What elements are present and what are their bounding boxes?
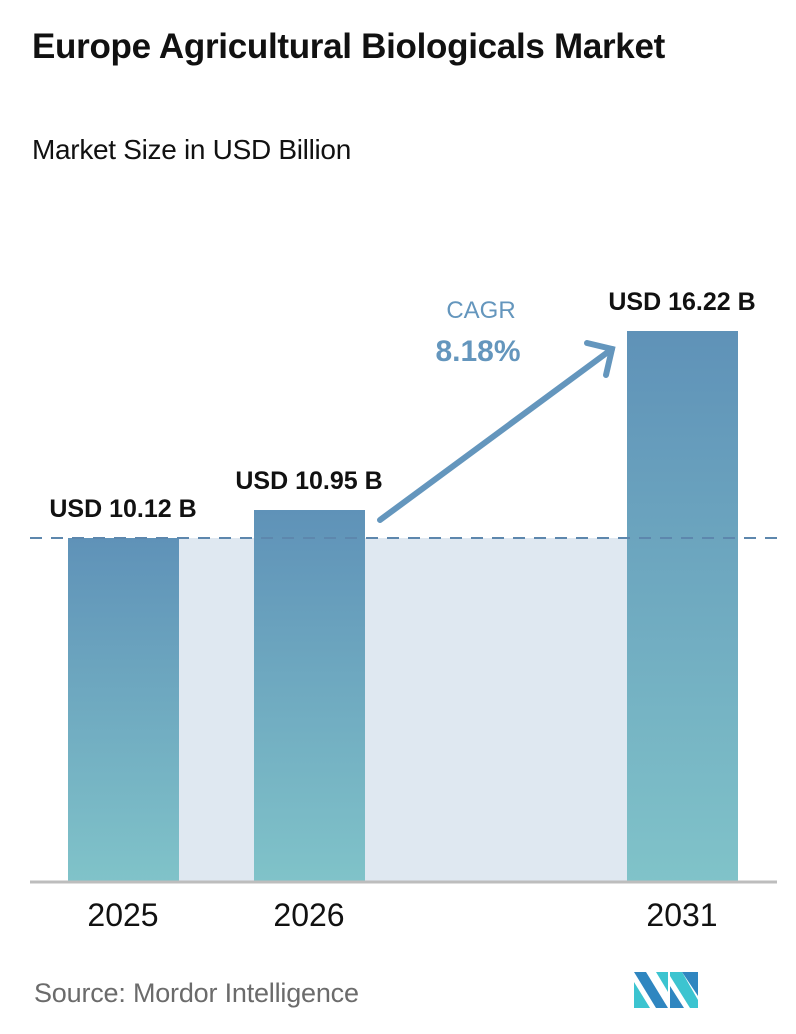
bar-label-2025: USD 10.12 B bbox=[49, 495, 196, 523]
source-caption: Source: Mordor Intelligence bbox=[34, 978, 359, 1008]
chart-title: Europe Agricultural Biologicals Market bbox=[32, 27, 665, 66]
bar-2025 bbox=[68, 538, 179, 882]
bar-label-2026: USD 10.95 B bbox=[235, 467, 382, 495]
x-tick-2025: 2025 bbox=[87, 897, 158, 933]
bar-2031 bbox=[627, 331, 738, 882]
bar-2026 bbox=[254, 510, 365, 882]
cagr-arrow-icon bbox=[377, 340, 616, 523]
mordor-intelligence-logo-icon bbox=[634, 972, 698, 1008]
x-tick-2026: 2026 bbox=[273, 897, 344, 933]
bar-label-2031: USD 16.22 B bbox=[608, 288, 755, 316]
x-tick-2031: 2031 bbox=[646, 897, 717, 933]
chart-subtitle: Market Size in USD Billion bbox=[32, 134, 351, 165]
cagr-label: CAGR bbox=[446, 297, 515, 324]
cagr-value: 8.18% bbox=[435, 335, 520, 368]
